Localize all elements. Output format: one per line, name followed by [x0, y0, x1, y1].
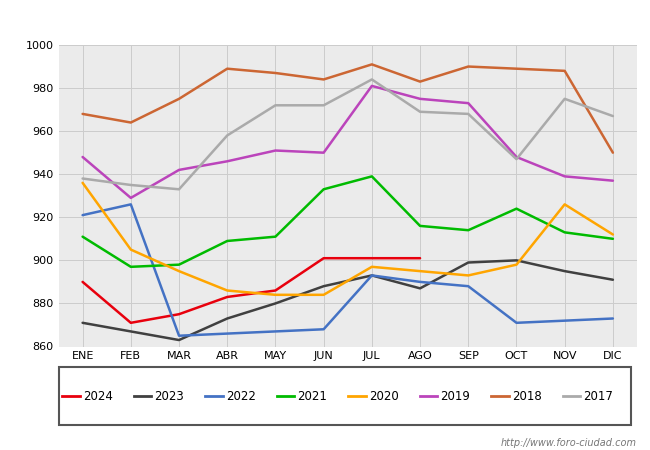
Text: 2023: 2023 — [154, 390, 184, 402]
Text: 2020: 2020 — [369, 390, 398, 402]
Text: 2021: 2021 — [297, 390, 327, 402]
Text: 2024: 2024 — [83, 390, 112, 402]
Text: 2019: 2019 — [440, 390, 470, 402]
Text: 2018: 2018 — [512, 390, 541, 402]
Text: Afiliados en Valle de Mena a 31/8/2024: Afiliados en Valle de Mena a 31/8/2024 — [169, 13, 481, 28]
Text: 2022: 2022 — [226, 390, 255, 402]
Text: 2017: 2017 — [583, 390, 613, 402]
Text: http://www.foro-ciudad.com: http://www.foro-ciudad.com — [501, 438, 637, 448]
